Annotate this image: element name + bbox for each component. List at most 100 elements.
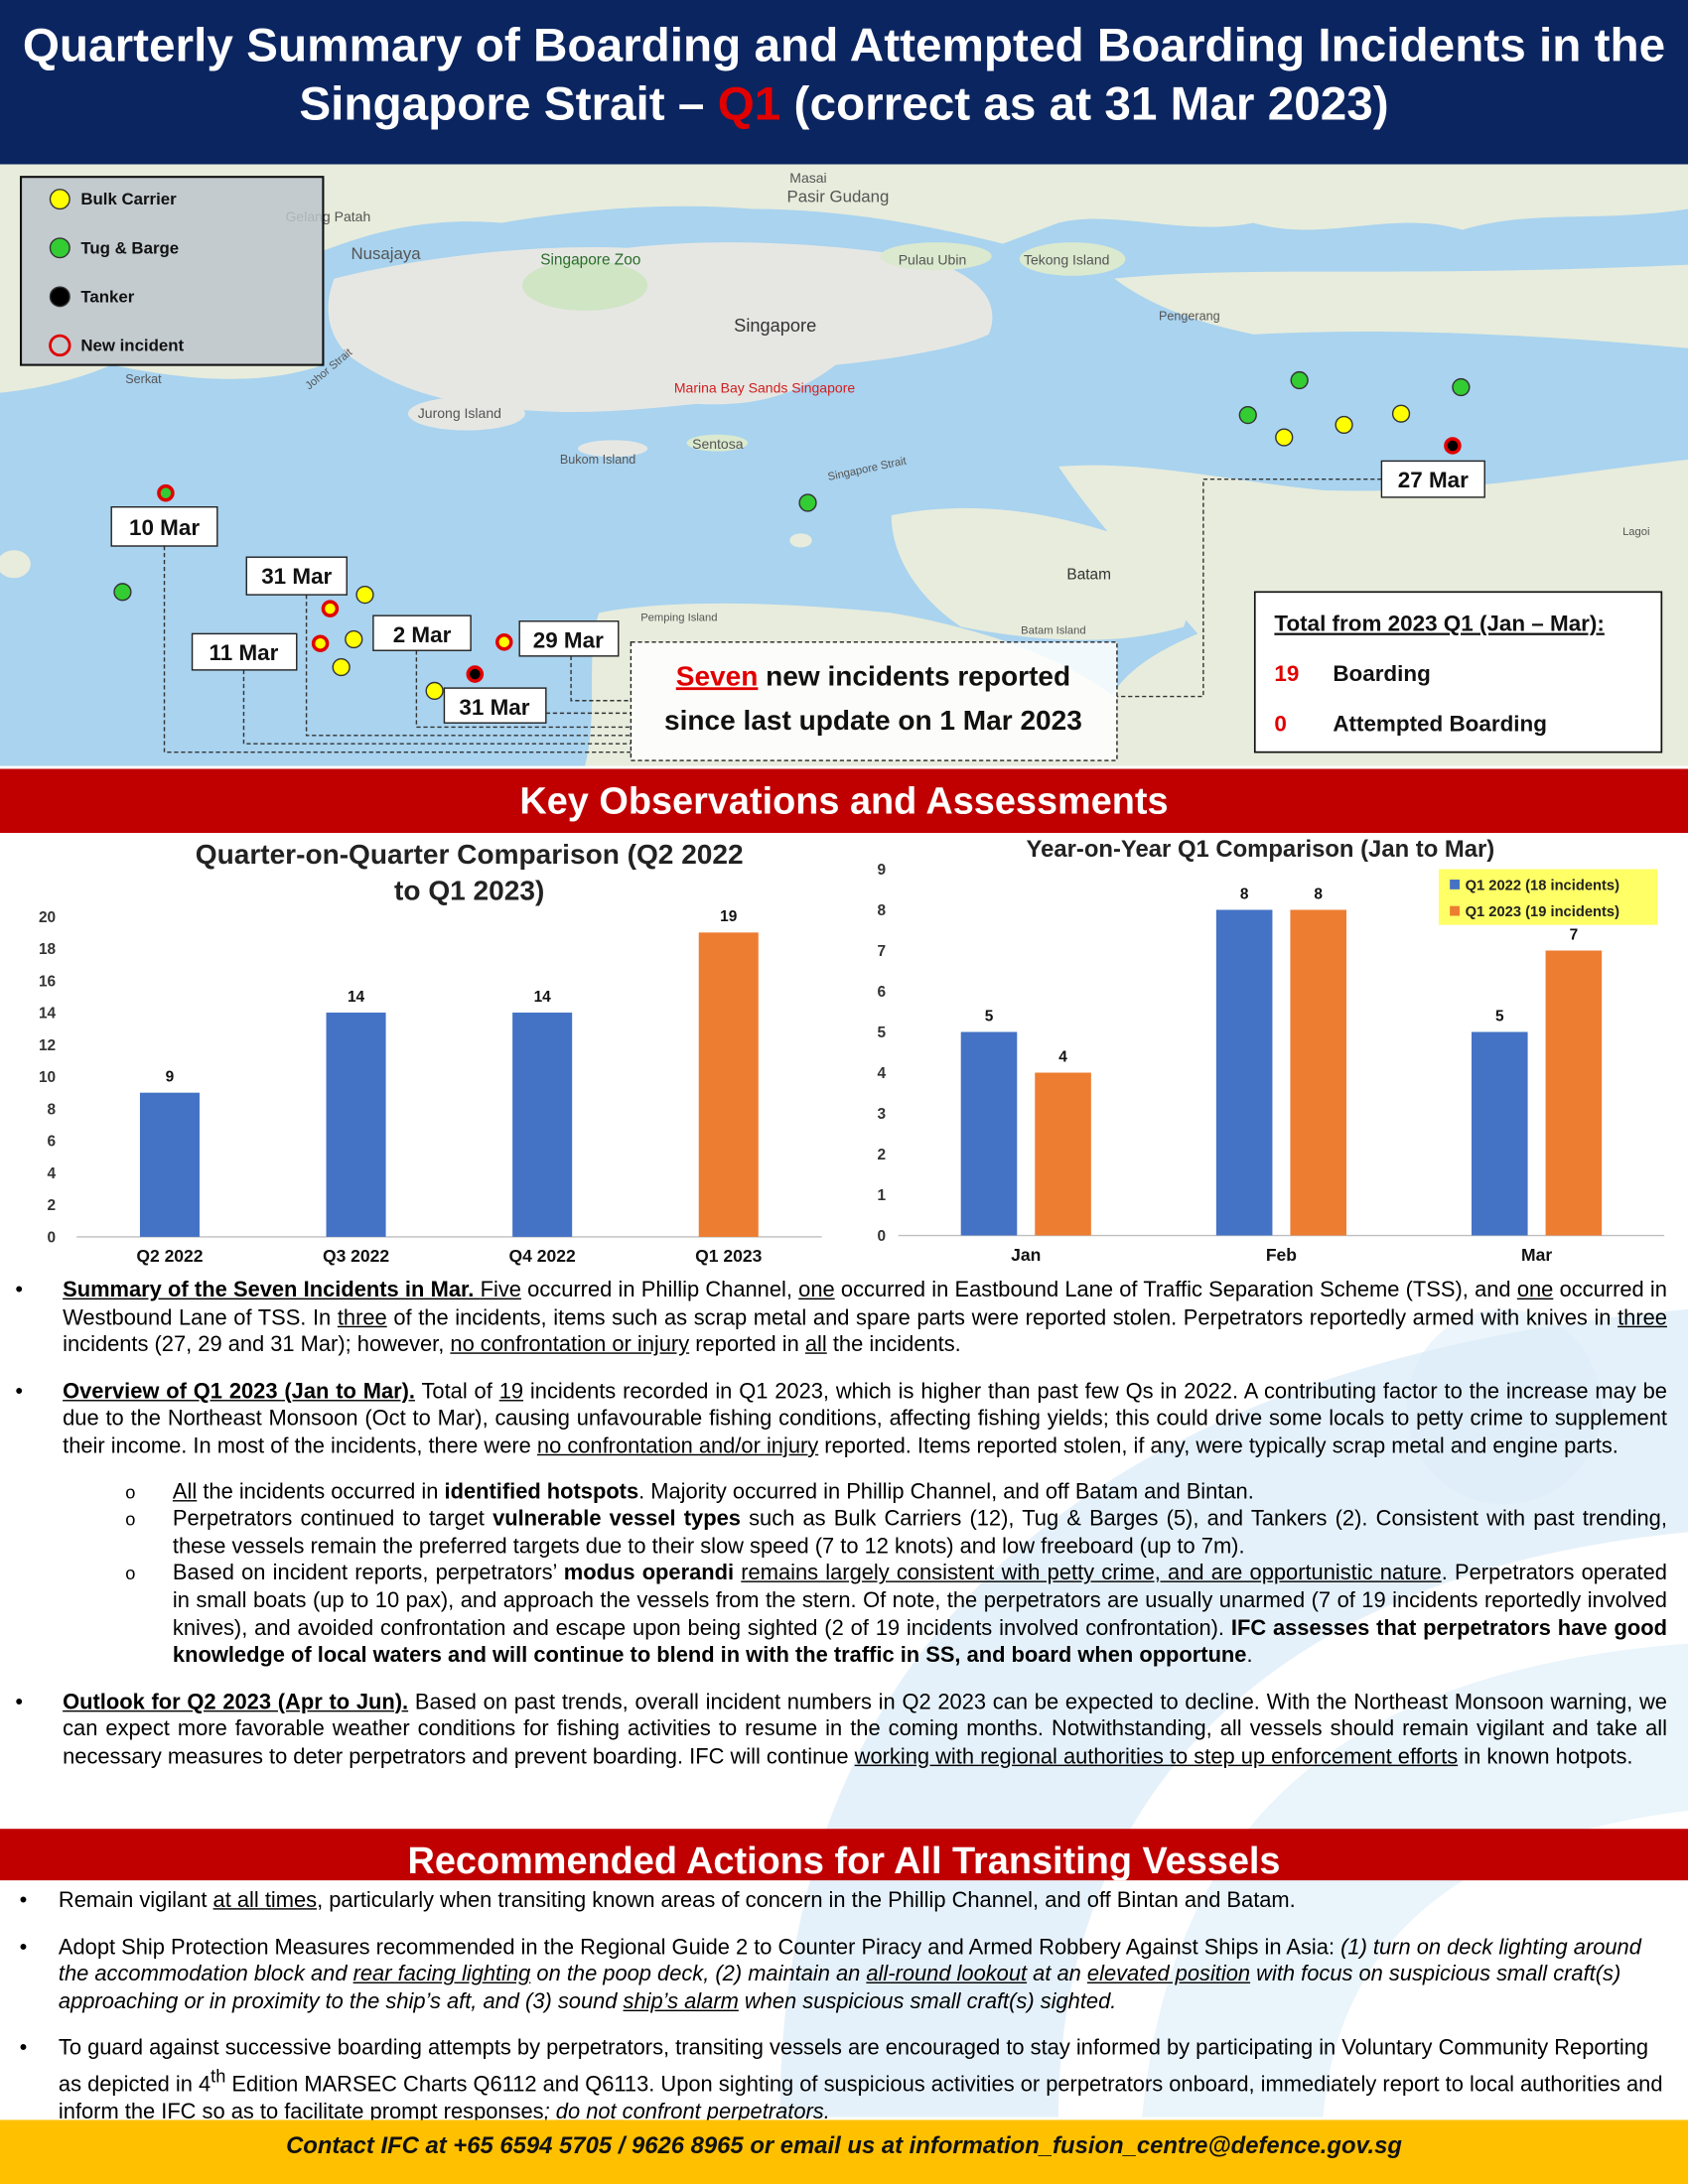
sub-point: o Based on incident reports, perpetrators… bbox=[125, 1561, 1667, 1670]
land-island bbox=[686, 434, 749, 452]
place-label: Serkat bbox=[125, 372, 162, 386]
totals-count: 19 bbox=[1274, 661, 1299, 686]
connector bbox=[163, 545, 632, 753]
marker bbox=[1275, 428, 1294, 447]
x-tick-label: Q1 2023 bbox=[695, 1246, 762, 1266]
new-incidents-line: Seven new incidents reported bbox=[676, 660, 1070, 691]
place-label: Pulau Ubin bbox=[899, 252, 967, 268]
styled-run: one bbox=[798, 1279, 835, 1302]
bar bbox=[512, 1013, 573, 1237]
styled-run: Summary of the Seven Incidents in Mar. bbox=[63, 1279, 480, 1302]
date-callout bbox=[110, 506, 218, 547]
new-incidents-line: since last update on 1 Mar 2023 bbox=[664, 705, 1082, 736]
place-label: Pasir Gudang bbox=[786, 187, 889, 205]
legend-label: Q1 2023 (19 incidents) bbox=[1466, 904, 1620, 920]
date-label: 31 Mar bbox=[261, 564, 332, 589]
connector bbox=[305, 595, 632, 737]
y-tick-label: 9 bbox=[878, 862, 887, 879]
y-tick-label: 8 bbox=[48, 1101, 57, 1118]
styled-run: on the poop deck, (2) maintain an bbox=[530, 1963, 867, 1987]
styled-run: Outlook for Q2 2023 (Apr to Jun). bbox=[63, 1691, 408, 1714]
styled-run: do not bbox=[555, 2100, 623, 2124]
value-label: 5 bbox=[1495, 1008, 1504, 1024]
marker bbox=[1238, 405, 1257, 425]
bar bbox=[1215, 909, 1273, 1236]
date-callout bbox=[518, 620, 620, 657]
place-label: Tekong Island bbox=[1024, 252, 1109, 268]
recommendation: • To guard against successive boarding at… bbox=[20, 2035, 1667, 2125]
bar bbox=[960, 1031, 1018, 1236]
marker bbox=[345, 629, 363, 649]
styled-run: three bbox=[1618, 1305, 1667, 1330]
value-label: 8 bbox=[1240, 886, 1249, 902]
text-run: Based on incident reports, perpetrators’ bbox=[172, 1562, 564, 1586]
styled-run: one bbox=[1516, 1279, 1554, 1302]
bar bbox=[1472, 1031, 1528, 1236]
styled-run: modus operandi bbox=[563, 1562, 742, 1586]
text-run: , particularly when transiting known are… bbox=[317, 1888, 1296, 1913]
date-label: 29 Mar bbox=[533, 627, 604, 652]
date-label: 2 Mar bbox=[393, 622, 452, 647]
styled-run: ship’s alarm bbox=[624, 1990, 739, 2014]
land-pengerang bbox=[1114, 264, 1688, 348]
legend-label: Q1 2022 (18 incidents) bbox=[1466, 879, 1620, 894]
place-label: Jurong Island bbox=[418, 405, 501, 421]
x-tick-label: Q4 2022 bbox=[509, 1246, 576, 1266]
text-run: Perpetrators continued to target bbox=[172, 1507, 493, 1532]
connector bbox=[242, 669, 632, 745]
text-run: the incidents. bbox=[826, 1332, 961, 1357]
footer: Contact IFC at +65 6594 5705 / 9626 8965… bbox=[0, 2119, 1688, 2184]
land-batam bbox=[891, 507, 1188, 640]
legend-marker bbox=[49, 286, 70, 308]
styled-run: confront perpetrators. bbox=[622, 2100, 830, 2124]
styled-run: remains largely consistent with petty cr… bbox=[741, 1562, 1442, 1586]
text-run: incidents (27, 29 and 31 Mar); however, bbox=[63, 1332, 451, 1357]
styled-run: vulnerable vessel types bbox=[492, 1507, 741, 1532]
styled-run: elevated position bbox=[1087, 1963, 1250, 1986]
new-marker bbox=[311, 634, 330, 652]
text-run: Total of bbox=[415, 1380, 499, 1404]
x-tick-label: Q2 2022 bbox=[136, 1246, 203, 1266]
place-label: Bukom Island bbox=[560, 453, 635, 467]
title-text: Quarterly Summary of Boarding and Attemp… bbox=[22, 19, 1666, 131]
styled-run: ; bbox=[543, 2100, 556, 2124]
totals-title: Total from 2023 Q1 (Jan – Mar): bbox=[1274, 612, 1604, 636]
date-callout bbox=[372, 614, 472, 651]
bar bbox=[1035, 1072, 1091, 1236]
text-run: occurred in Eastbound Lane of Traffic Se… bbox=[834, 1279, 1517, 1302]
y-tick-label: 8 bbox=[878, 902, 887, 919]
place-label: Sentosa bbox=[692, 436, 744, 452]
map: Masai Pasir Gudang Gelang Patah Nusajaya… bbox=[0, 164, 1688, 766]
sub-point: o Perpetrators continued to target vulner… bbox=[125, 1506, 1667, 1561]
section-heading: Key Observations and Assessments bbox=[0, 768, 1688, 834]
y-tick-label: 20 bbox=[39, 909, 56, 926]
new-incidents-count: Seven bbox=[676, 660, 759, 691]
new-marker bbox=[157, 483, 175, 502]
text-run: Remain vigilant bbox=[58, 1888, 213, 1913]
y-tick-label: 3 bbox=[878, 1106, 887, 1123]
place-label: Masai bbox=[789, 170, 826, 186]
watermark-arc bbox=[779, 1308, 1688, 2117]
totals-count: 0 bbox=[1274, 712, 1286, 737]
text-run: such as Bulk Carriers (12), Tug & Barges… bbox=[172, 1507, 1667, 1559]
recommendation: • Adopt Ship Protection Measures recommen… bbox=[20, 1934, 1667, 2015]
text-run: reported. Items reported stolen, if any,… bbox=[818, 1434, 1618, 1458]
place-label: Batam bbox=[1066, 567, 1111, 584]
styled-run: all-round lookout bbox=[866, 1963, 1028, 1987]
new-marker bbox=[321, 600, 340, 617]
styled-run: 19 bbox=[498, 1380, 524, 1404]
date-callout bbox=[191, 632, 298, 671]
place-label: Nusajaya bbox=[351, 244, 421, 263]
styled-run: All bbox=[172, 1479, 198, 1504]
date-label: 27 Mar bbox=[1398, 468, 1469, 492]
bar bbox=[139, 1092, 200, 1237]
recommendation: • Remain vigilant at all times, particula… bbox=[20, 1887, 1667, 1914]
legend-label: Tug & Barge bbox=[80, 238, 179, 257]
bullet: • bbox=[15, 1279, 24, 1302]
new-incidents-text: new incidents reported bbox=[758, 660, 1070, 691]
styled-run: (1) turn on deck lighting around the acc… bbox=[58, 1935, 1641, 1987]
park bbox=[521, 260, 648, 311]
value-label: 4 bbox=[1058, 1048, 1067, 1065]
y-tick-label: 6 bbox=[48, 1134, 57, 1151]
x-tick-label: Q3 2022 bbox=[323, 1246, 389, 1266]
